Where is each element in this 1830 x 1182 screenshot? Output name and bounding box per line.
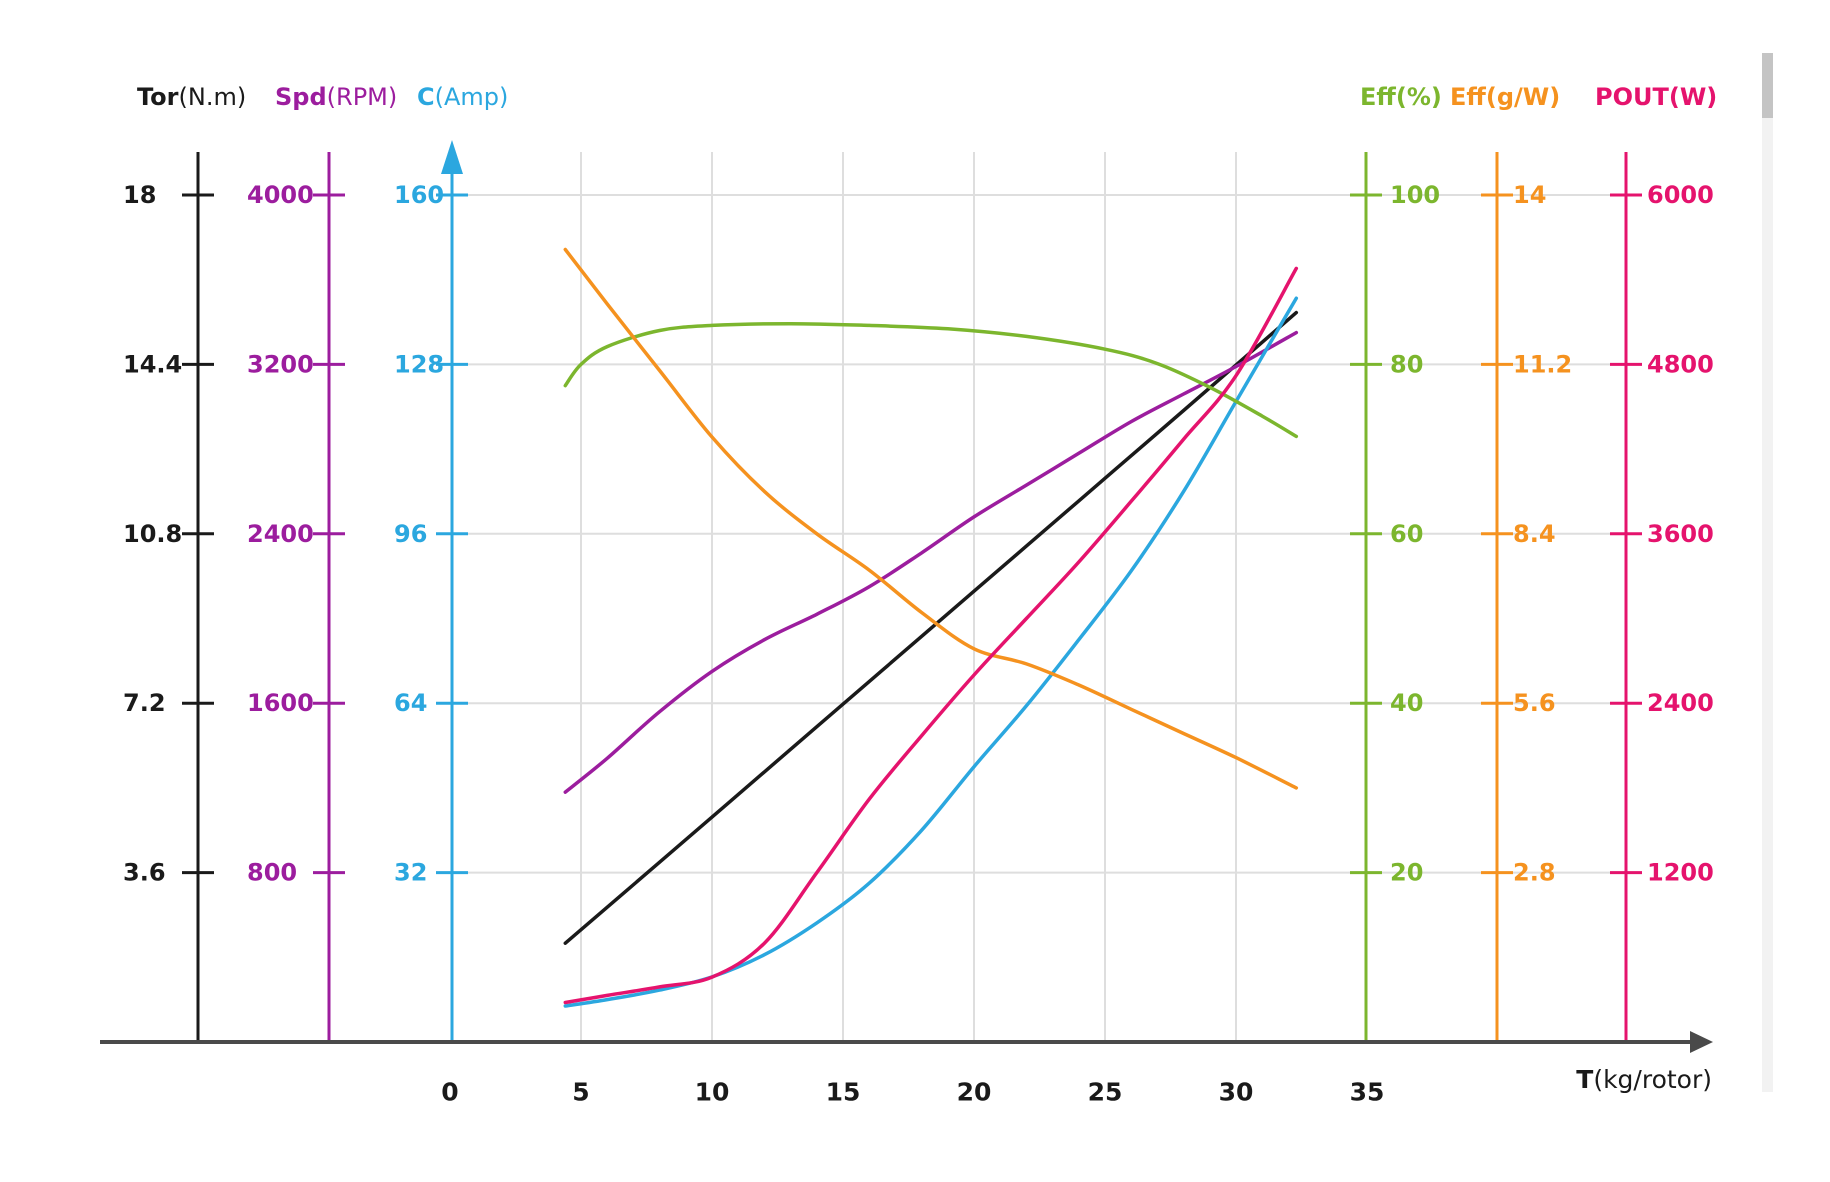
- eff_pct-tick-label: 80: [1390, 350, 1423, 378]
- pout-tick-label: 3600: [1647, 520, 1714, 548]
- x-axis-title: T(kg/rotor): [1576, 1065, 1712, 1094]
- tor-tick-label: 14.4: [123, 350, 182, 378]
- c-curve: [563, 296, 1299, 1008]
- spd-curve: [563, 330, 1299, 794]
- tor-tick-label: 3.6: [123, 859, 166, 887]
- spd-axis-title: Spd(RPM): [275, 83, 398, 111]
- x-tick-label: 0: [441, 1078, 458, 1107]
- c-tick-label: 32: [394, 859, 427, 887]
- x-tick-label: 20: [957, 1078, 992, 1107]
- eff-gw-axis-title: Eff(g/W): [1450, 83, 1561, 111]
- eff_pct-curve: [563, 321, 1299, 439]
- spd-tick-label: 800: [247, 859, 297, 887]
- spd-tick-label: 4000: [247, 181, 314, 209]
- tor-tick-label: 7.2: [123, 689, 166, 717]
- spd-tick-label: 2400: [247, 520, 314, 548]
- scrollbar-thumb[interactable]: [1762, 53, 1773, 118]
- pout-tick-label: 6000: [1647, 181, 1714, 209]
- x-tick-label: 10: [695, 1078, 730, 1107]
- tor-axis-title: Tor(N.m): [137, 83, 247, 111]
- spd-tick-label: 3200: [247, 350, 314, 378]
- spd-tick-label: 1600: [247, 689, 314, 717]
- c-tick-label: 64: [394, 689, 427, 717]
- eff_gw-tick-label: 11.2: [1513, 350, 1572, 378]
- tor-tick-label: 18: [123, 181, 156, 209]
- x-tick-label: 15: [826, 1078, 861, 1107]
- eff_pct-tick-label: 60: [1390, 520, 1423, 548]
- c-tick-label: 128: [394, 350, 444, 378]
- eff_gw-tick-label: 2.8: [1513, 859, 1556, 887]
- tor-tick-label: 10.8: [123, 520, 182, 548]
- c-tick-label: 160: [394, 181, 444, 209]
- pout-tick-label: 2400: [1647, 689, 1714, 717]
- tor-curve: [563, 310, 1299, 945]
- eff_gw-tick-label: 8.4: [1513, 520, 1556, 548]
- eff_gw-tick-label: 5.6: [1513, 689, 1556, 717]
- pout-tick-label: 4800: [1647, 350, 1714, 378]
- c-axis-arrow-icon: [441, 140, 463, 174]
- x-tick-label: 25: [1088, 1078, 1123, 1107]
- eff_gw-tick-label: 14: [1513, 181, 1546, 209]
- eff_pct-tick-label: 40: [1390, 689, 1423, 717]
- scrollbar-track[interactable]: [1762, 53, 1773, 1092]
- x-tick-label: 35: [1350, 1078, 1385, 1107]
- x-tick-label: 30: [1219, 1078, 1254, 1107]
- pout-tick-label: 1200: [1647, 859, 1714, 887]
- x-axis-arrow-icon: [1690, 1031, 1713, 1053]
- pout-curve: [563, 266, 1299, 1005]
- x-tick-label: 5: [572, 1078, 589, 1107]
- eff_pct-tick-label: 20: [1390, 859, 1423, 887]
- eff-pct-axis-title: Eff(%): [1360, 83, 1442, 111]
- eff_pct-tick-label: 100: [1390, 181, 1440, 209]
- eff_gw-curve: [563, 247, 1299, 790]
- pout-axis-title: POUT(W): [1595, 83, 1718, 111]
- current-axis-title: C(Amp): [417, 83, 509, 111]
- c-tick-label: 96: [394, 520, 427, 548]
